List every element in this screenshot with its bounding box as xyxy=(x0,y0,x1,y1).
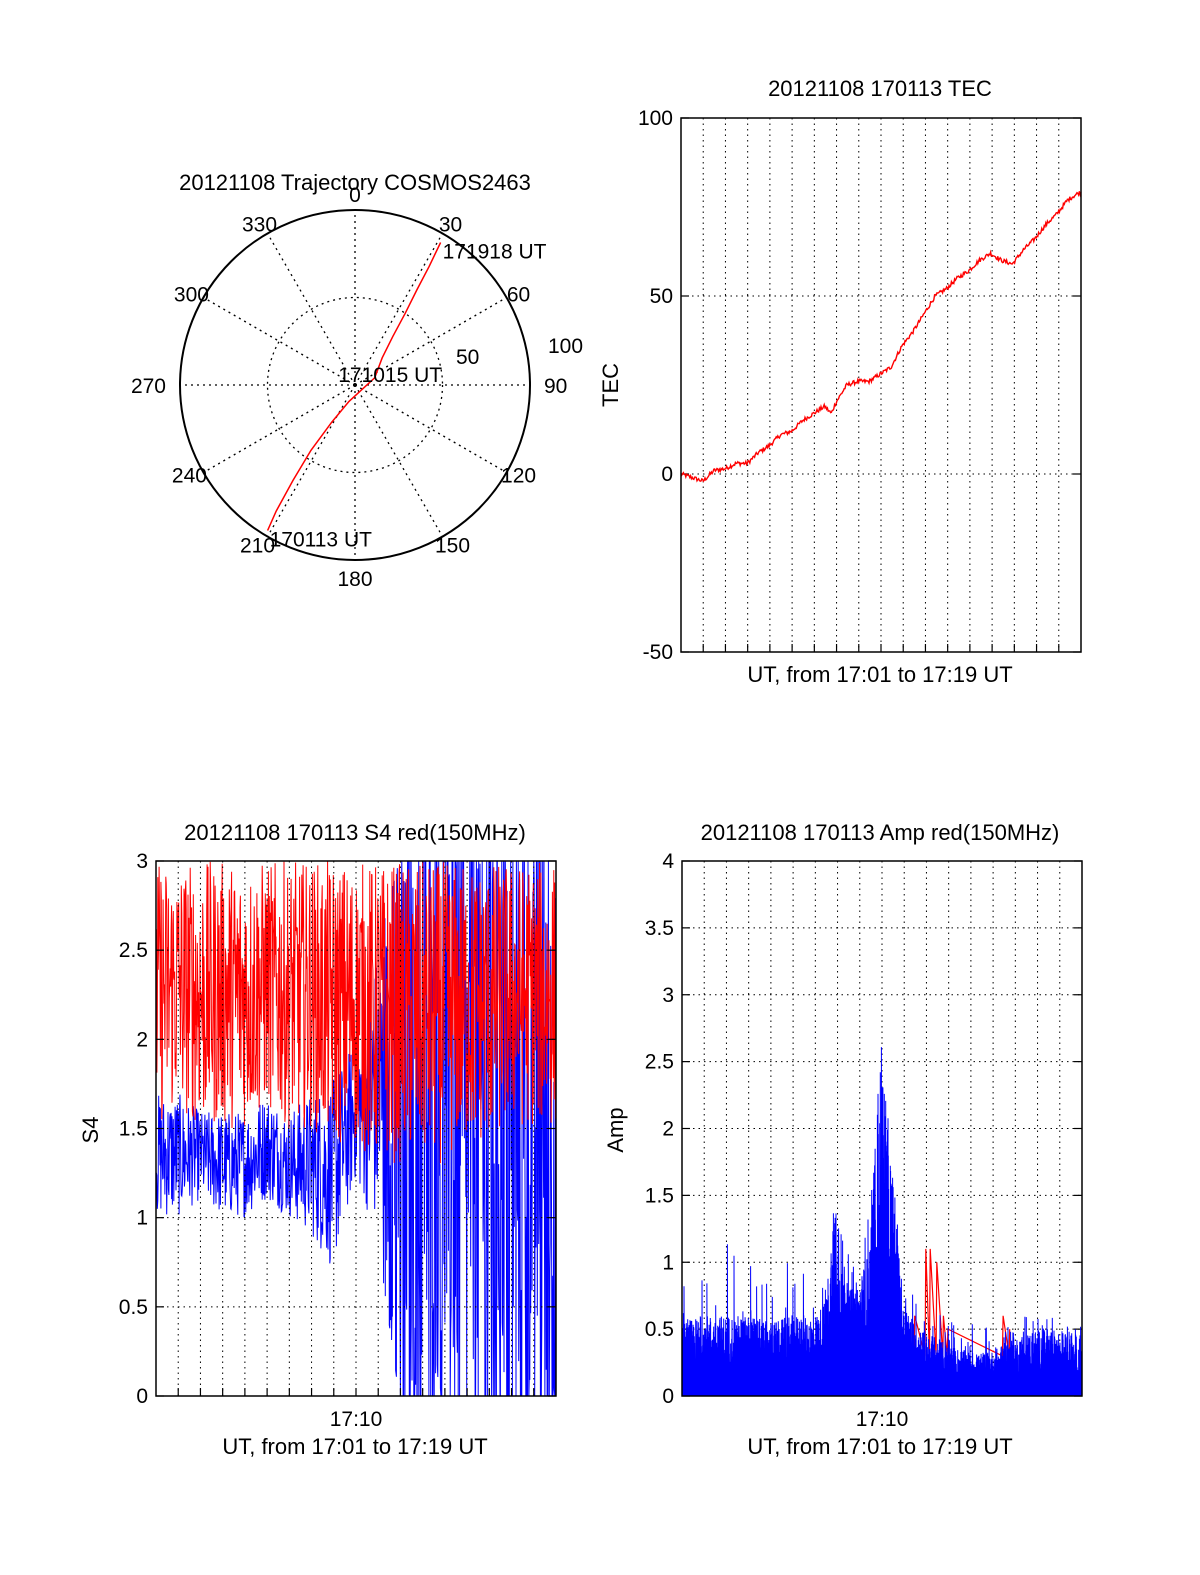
polar-angle-label-240: 240 xyxy=(172,465,207,488)
s4-y-axis-label: S4 xyxy=(78,1117,103,1144)
polar-angle-label-270: 270 xyxy=(131,375,166,398)
amp-panel: 20121108 170113 Amp red(150MHz) 0 0.5 1 1.5… xyxy=(603,820,1083,1459)
trajectory-start-label: 170113 UT xyxy=(270,529,373,552)
trajectory-panel: 20121108 Trajectory COSMOS2463 0 30 60 90 12… xyxy=(131,170,583,591)
s4-ytick-label-0: 0 xyxy=(136,1385,148,1408)
polar-angle-label-120: 120 xyxy=(501,465,536,488)
tec-plot-frame xyxy=(680,117,1082,653)
polar-grid xyxy=(180,210,530,560)
amp-ytick-label-2: 1 xyxy=(662,1251,674,1274)
trajectory-line xyxy=(266,242,442,531)
amp-x-axis-label: UT, from 17:01 to 17:19 UT xyxy=(747,1434,1012,1459)
polar-spoke-240 xyxy=(203,384,356,474)
s4-ytick-label-6: 3 xyxy=(136,850,148,873)
tec-ytick-label-0: -50 xyxy=(643,641,673,664)
trajectory-title: 20121108 Trajectory COSMOS2463 xyxy=(179,170,531,195)
amp-series-group xyxy=(682,1047,1082,1396)
polar-angle-label-0: 0 xyxy=(349,184,361,207)
amp-series-line-0 xyxy=(682,1047,1082,1396)
amp-ytick-label-0: 0 xyxy=(662,1385,674,1408)
s4-plot-frame xyxy=(155,860,557,1397)
s4-ytick-label-1: 0.5 xyxy=(119,1296,148,1319)
tec-panel: 20121108 170113 TEC -50 0 50 100 TEC UT, fr… xyxy=(598,76,1082,687)
tec-title: 20121108 170113 TEC xyxy=(768,76,992,101)
s4-y-tick-labels: 0 0.5 1 1.5 2 2.5 3 xyxy=(119,850,148,1408)
polar-spoke-150 xyxy=(354,384,444,537)
tec-y-axis-label: TEC xyxy=(598,363,623,407)
s4-panel: 20121108 170113 S4 red(150MHz) 0 0.5 1 1.5 2… xyxy=(78,820,557,1459)
amp-y-axis-label: Amp xyxy=(603,1107,628,1152)
amp-ytick-label-7: 3.5 xyxy=(645,917,674,940)
polar-spoke-60 xyxy=(354,296,507,386)
polar-spoke-120 xyxy=(354,384,507,474)
tec-y-tick-labels: -50 0 50 100 xyxy=(638,107,673,664)
s4-series-group xyxy=(156,861,556,1396)
tec-series-group xyxy=(680,191,1082,483)
polar-angle-label-60: 60 xyxy=(507,284,530,307)
polar-spoke-330 xyxy=(266,233,356,386)
amp-ytick-label-8: 4 xyxy=(662,850,674,873)
tec-ytick-label-3: 100 xyxy=(638,107,673,130)
amp-ytick-label-6: 3 xyxy=(662,984,674,1007)
polar-angle-label-90: 90 xyxy=(544,375,567,398)
amp-ytick-label-3: 1.5 xyxy=(645,1184,674,1207)
amp-x-tick-label: 17:10 xyxy=(856,1408,909,1431)
s4-grid xyxy=(156,860,556,1397)
polar-radial-label-100: 100 xyxy=(548,335,583,358)
s4-ytick-label-2: 1 xyxy=(136,1207,148,1230)
tec-series-line-0 xyxy=(680,191,1082,483)
amp-title: 20121108 170113 Amp red(150MHz) xyxy=(701,820,1060,845)
polar-spoke-30 xyxy=(354,233,444,386)
s4-title: 20121108 170113 S4 red(150MHz) xyxy=(184,820,526,845)
amp-ytick-label-1: 0.5 xyxy=(645,1318,674,1341)
polar-grid-circle-50 xyxy=(266,296,444,474)
tec-x-axis-label: UT, from 17:01 to 17:19 UT xyxy=(747,662,1012,687)
amp-series-line-1 xyxy=(913,1248,1011,1357)
s4-ytick-label-5: 2.5 xyxy=(119,939,148,962)
polar-radial-label-50: 50 xyxy=(456,346,479,369)
polar-angle-label-300: 300 xyxy=(174,284,209,307)
trajectory-end-label: 171918 UT xyxy=(443,241,547,264)
polar-angle-label-210: 210 xyxy=(240,535,275,558)
polar-angle-label-180: 180 xyxy=(337,568,372,591)
tec-ytick-label-1: 0 xyxy=(661,463,673,486)
polar-outer-circle xyxy=(179,209,531,561)
s4-x-tick-label: 17:10 xyxy=(330,1408,383,1431)
polar-angle-label-150: 150 xyxy=(435,535,470,558)
polar-spoke-210 xyxy=(266,384,356,537)
tec-ytick-label-2: 50 xyxy=(650,285,673,308)
amp-ytick-label-4: 2 xyxy=(662,1118,674,1141)
amp-plot-frame xyxy=(681,860,1083,1397)
amp-y-tick-labels: 0 0.5 1 1.5 2 2.5 3 3.5 4 xyxy=(645,850,675,1408)
s4-x-axis-label: UT, from 17:01 to 17:19 UT xyxy=(222,1434,487,1459)
tec-grid xyxy=(681,117,1081,653)
polar-spoke-300 xyxy=(203,296,356,386)
polar-angle-labels: 0 30 60 90 120 150 180 210 240 270 300 330 xyxy=(131,184,567,591)
s4-ytick-label-4: 2 xyxy=(136,1028,148,1051)
polar-angle-label-30: 30 xyxy=(439,213,462,236)
s4-ytick-label-3: 1.5 xyxy=(119,1118,148,1141)
trajectory-mid-label: 171015 UT xyxy=(338,364,442,387)
polar-angle-label-330: 330 xyxy=(242,213,277,236)
amp-ytick-label-5: 2.5 xyxy=(645,1051,674,1074)
